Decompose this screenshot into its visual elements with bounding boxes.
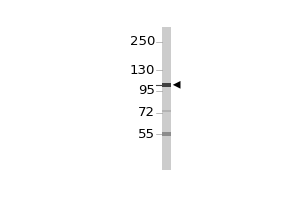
Text: 55: 55 — [138, 128, 155, 141]
Text: 95: 95 — [138, 84, 155, 97]
Text: 130: 130 — [130, 64, 155, 77]
Text: 72: 72 — [138, 106, 155, 119]
Bar — [162, 132, 171, 136]
Polygon shape — [173, 81, 181, 89]
Bar — [162, 83, 171, 87]
Text: 250: 250 — [130, 35, 155, 48]
Bar — [162, 110, 171, 112]
Bar — [162, 27, 171, 170]
